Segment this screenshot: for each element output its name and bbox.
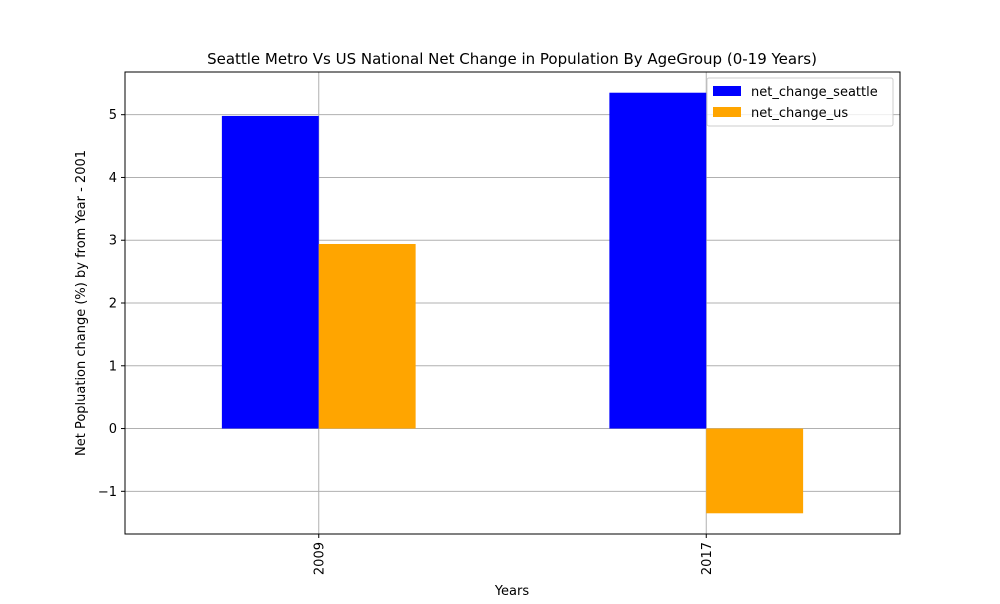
legend-box: [706, 77, 894, 127]
x-tick-label: 2017: [700, 542, 715, 575]
y-tick-label: 1: [109, 359, 117, 374]
y-axis-label: Net Popluation change (%) by from Year -…: [74, 150, 89, 456]
bar-net_change_seattle-2009: [221, 115, 319, 429]
bar-net_change_us-2009: [318, 243, 416, 429]
legend-swatch: [713, 86, 741, 96]
y-tick-label: −1: [98, 485, 117, 500]
y-tick-label: 2: [109, 297, 117, 312]
y-tick-label: 4: [109, 171, 117, 186]
x-tick-label: 2009: [312, 542, 327, 575]
legend-label: net_change_seattle: [751, 85, 878, 100]
chart-title: Seattle Metro Vs US National Net Change …: [207, 50, 817, 68]
y-tick-label: 5: [109, 108, 117, 123]
bar-net_change_us-2017: [706, 428, 804, 514]
legend-swatch: [713, 107, 741, 117]
axis-ticks: −1 0 1 2 3 4 5 2009 2017: [98, 108, 715, 575]
legend-label: net_change_us: [751, 106, 848, 121]
bars: [221, 92, 804, 514]
legend: net_change_seattle net_change_us: [706, 77, 894, 127]
y-tick-label: 0: [109, 422, 117, 437]
bar-net_change_seattle-2017: [609, 92, 707, 429]
y-tick-label: 3: [109, 234, 117, 249]
x-axis-label: Years: [494, 584, 530, 599]
